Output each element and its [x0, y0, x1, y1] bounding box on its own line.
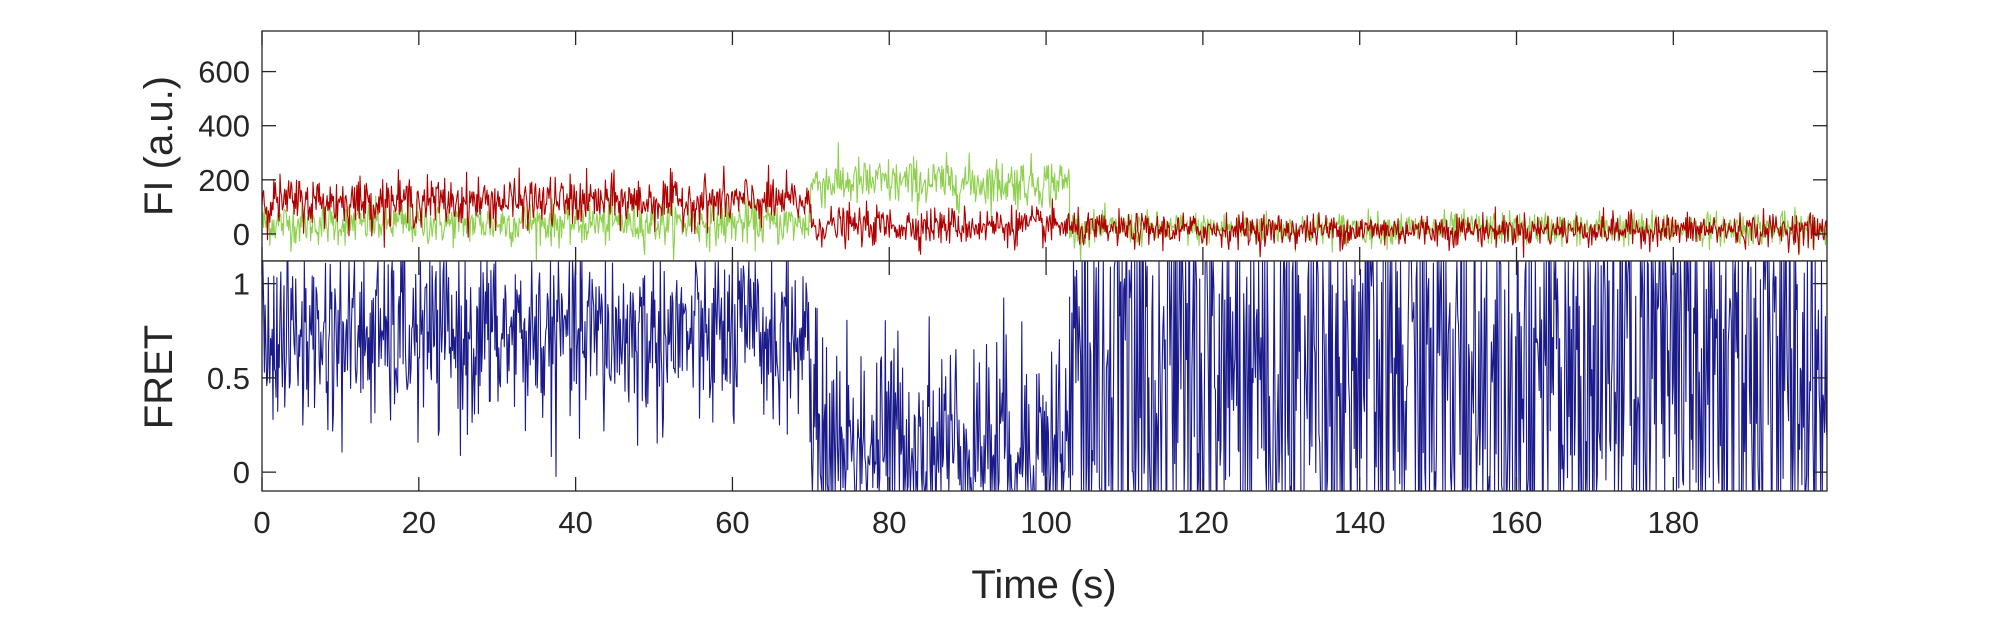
fret-series-group [261, 260, 1828, 492]
fluorescence-panel: 0 200 400 600 FI (a.u.) [137, 30, 1828, 262]
x-tick-label: 140 [1334, 505, 1386, 540]
fluorescence-plot-area [262, 31, 1827, 261]
time-x-axis-label: Time (s) [971, 563, 1116, 607]
x-tick-label: 160 [1491, 505, 1543, 540]
x-tick-label: 120 [1177, 505, 1229, 540]
fluorescence-y-ticks: 0 200 400 600 [198, 31, 1827, 261]
fret-panel: 00.51 0 20 40 60 80 100 120 140 160 180 FRET Time… [137, 260, 1828, 607]
x-tick-label: 100 [1020, 505, 1072, 540]
y-tick-label: 0 [233, 455, 250, 490]
fluorescence-series-group [261, 142, 1828, 262]
fret-y-axis-label: FRET [137, 325, 181, 429]
fluorescence-y-axis-label: FI (a.u.) [137, 76, 181, 216]
fret-axes-frame [261, 260, 1828, 492]
x-tick-label: 40 [558, 505, 592, 540]
x-tick-label: 180 [1647, 505, 1699, 540]
y-tick-label: 1 [233, 267, 250, 302]
fluorescence-trace-2 [261, 164, 1828, 258]
y-tick-label: 0.5 [207, 361, 250, 396]
y-tick-label: 400 [198, 109, 250, 144]
y-tick-label: 600 [198, 55, 250, 90]
time-x-ticks: 0 20 40 60 80 100 120 140 160 180 [253, 261, 1699, 540]
y-tick-label: 200 [198, 163, 250, 198]
fret-trace-1 [261, 260, 1828, 492]
y-tick-label: 0 [233, 217, 250, 252]
x-tick-label: 20 [402, 505, 436, 540]
x-tick-label: 0 [253, 505, 270, 540]
fret-y-ticks: 00.51 [207, 267, 1827, 490]
x-tick-label: 80 [872, 505, 906, 540]
x-tick-label: 60 [715, 505, 749, 540]
